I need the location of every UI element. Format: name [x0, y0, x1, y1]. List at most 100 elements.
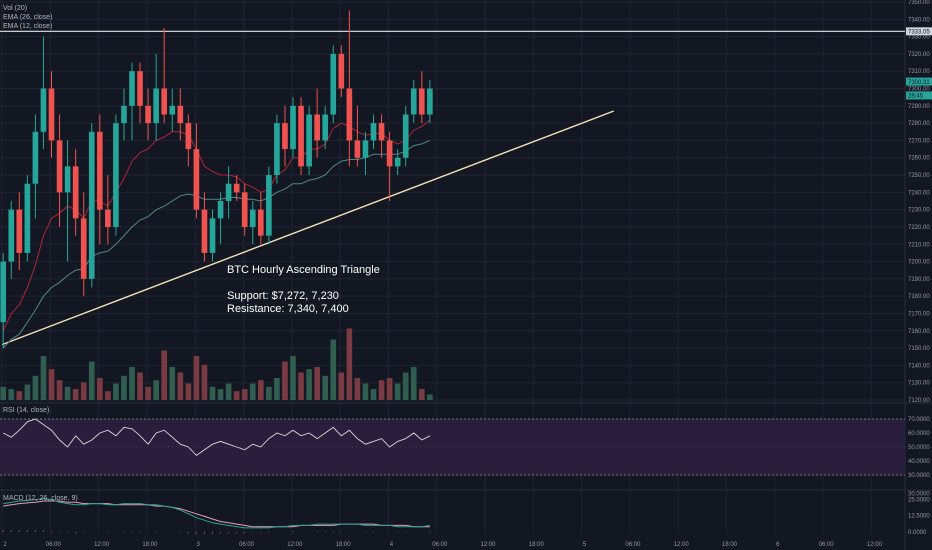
- resistance-badge-bg: [906, 27, 932, 36]
- y-tick-label: 7200.00: [908, 260, 930, 266]
- candle-body: [298, 105, 304, 167]
- volume-bar: [209, 386, 216, 400]
- volume-bar: [402, 372, 409, 400]
- rsi-tick-label: 50.0000: [908, 445, 930, 451]
- candle-body: [322, 114, 329, 141]
- volume-bar: [185, 383, 192, 400]
- volume-bar: [410, 367, 417, 400]
- volume-bar: [322, 375, 329, 400]
- macd-tick-label: 25.0000: [908, 498, 930, 504]
- volume-bar: [48, 369, 55, 400]
- legend-ema26[interactable]: EMA (26, close): [3, 14, 53, 21]
- y-tick-label: 7270.00: [908, 138, 930, 144]
- candle-body: [338, 53, 345, 89]
- rsi-tick-label: 70.0000: [908, 417, 930, 423]
- candle-body: [209, 218, 216, 253]
- x-tick-label: 18:00: [142, 542, 158, 548]
- candle-body: [72, 166, 79, 219]
- volume-bar: [394, 383, 401, 400]
- rsi-legend[interactable]: RSI (14, close): [3, 407, 50, 414]
- candle-body: [137, 71, 143, 106]
- candle-body: [169, 105, 176, 115]
- macd-signal-line: [3, 500, 430, 528]
- x-tick-label: 06:00: [819, 542, 835, 548]
- volume-bar: [233, 391, 240, 400]
- volume-bar: [105, 391, 111, 400]
- x-tick-label: 18:00: [336, 542, 352, 548]
- y-tick-label: 7310.00: [908, 69, 930, 75]
- candle-body: [362, 140, 369, 158]
- trendline-layer: [1, 110, 615, 346]
- axes-layer: 2 06:00 12:00 18:00 3 06:00 12:00 18:00 4 06:00 12…: [3, 0, 930, 548]
- candle-body: [80, 218, 87, 279]
- annotation-title: BTC Hourly Ascending Triangle: [227, 264, 380, 276]
- countdown-badge-bg: [906, 91, 932, 100]
- candle-body: [249, 209, 256, 227]
- volume-bar: [193, 356, 200, 400]
- x-tick-label: 18:00: [722, 542, 738, 548]
- macd-line: [3, 497, 430, 529]
- candle-body: [386, 140, 393, 167]
- volume-bar: [241, 389, 248, 400]
- chart-annotation[interactable]: BTC Hourly Ascending Triangle Support: $…: [227, 264, 380, 316]
- volume-bar: [354, 378, 361, 400]
- candle-body: [394, 157, 401, 167]
- y-tick-label: 7350.00: [908, 0, 930, 6]
- y-tick-label: 7210.00: [908, 242, 930, 248]
- macd-tick-label: 12.5000: [908, 514, 930, 520]
- volume-bar: [169, 367, 176, 400]
- candle-body: [274, 123, 280, 176]
- candle-body: [161, 88, 168, 115]
- legend-ema12[interactable]: EMA (12, close): [3, 23, 53, 30]
- candle-body: [217, 201, 224, 219]
- candle-body: [177, 105, 184, 124]
- legend-vol[interactable]: Vol (20): [3, 5, 28, 12]
- candle-body: [410, 88, 417, 115]
- candle-body: [418, 88, 425, 115]
- x-tick-label: 5: [583, 542, 587, 548]
- candle-body: [346, 88, 353, 141]
- x-tick-label: 06:00: [239, 542, 255, 548]
- x-tick-label: 12:00: [287, 542, 303, 548]
- candle-body: [241, 192, 248, 227]
- volume-bar: [338, 372, 345, 400]
- volume-bar: [386, 378, 393, 400]
- rsi-tick-label: 40.0000: [908, 459, 930, 465]
- candle-body: [8, 209, 15, 262]
- candle-body: [0, 261, 7, 323]
- volume-bar: [145, 386, 151, 400]
- volume-bar: [346, 328, 353, 400]
- macd-tick-label: 0.0000: [908, 530, 927, 536]
- volume-bar: [362, 383, 369, 400]
- x-tick-label: 4: [390, 542, 394, 548]
- volume-bar: [161, 350, 168, 400]
- x-tick-label: 2: [3, 542, 7, 548]
- volume-bar: [201, 364, 208, 400]
- volume-bar: [137, 372, 143, 400]
- candle-body: [427, 88, 433, 115]
- rsi-tick-label: 60.0000: [908, 431, 930, 437]
- candle-body: [314, 114, 320, 141]
- rsi-pane: [0, 418, 905, 476]
- ema26-line: [2, 139, 431, 349]
- volume-bar: [257, 380, 264, 400]
- x-tick-label: 6: [776, 542, 780, 548]
- candle-body: [24, 183, 31, 253]
- macd-legend[interactable]: MACD (12, 26, close, 9): [3, 495, 78, 502]
- volume-bar: [64, 386, 71, 400]
- candle-body: [129, 71, 135, 106]
- annotation-resistance: Resistance: 7,340, 7,400: [227, 303, 349, 315]
- volume-bar: [217, 389, 224, 400]
- volume-bar: [121, 375, 127, 400]
- volume-bar: [40, 356, 47, 400]
- volume-layer: [0, 328, 433, 400]
- y-tick-label: 7280.00: [908, 121, 930, 127]
- current-price-badge: 7300.31: [908, 80, 930, 86]
- y-tick-label: 7290.00: [908, 104, 930, 110]
- x-tick-label: 06:00: [432, 542, 448, 548]
- x-tick-label: 12:00: [867, 542, 883, 548]
- candle-body: [32, 131, 39, 184]
- x-tick-label: 18:00: [529, 542, 545, 548]
- candle-body: [64, 166, 71, 193]
